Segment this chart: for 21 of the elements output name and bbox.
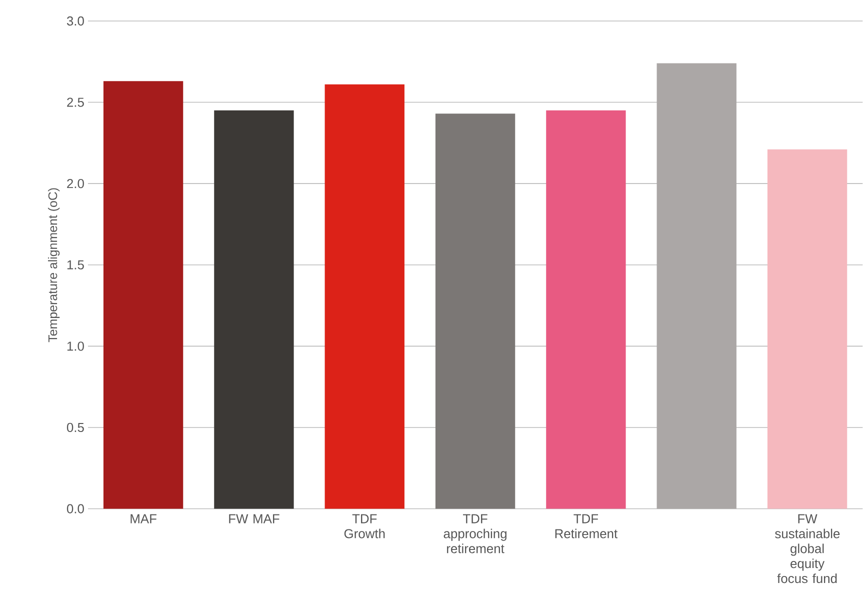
y-tick-label: 0.0 — [66, 504, 84, 514]
bar — [435, 114, 516, 509]
x-tick-label: TDF approching retirement — [444, 514, 506, 554]
y-tick-label: 2.0 — [67, 179, 84, 188]
x-tick-label: TDF Growth — [344, 514, 385, 538]
y-tick-label: 1.0 — [67, 342, 84, 351]
x-tick-label: FW MAF — [229, 514, 280, 524]
bar — [103, 81, 184, 509]
bar — [546, 110, 626, 509]
bar — [324, 84, 404, 509]
x-tick-label: MAF — [130, 514, 156, 524]
y-tick-label: 1.5 — [67, 260, 84, 270]
bar — [214, 110, 294, 509]
y-tick-label: 2.5 — [67, 98, 84, 108]
x-tick-label: TDF Retirement — [555, 514, 618, 538]
bar — [767, 150, 848, 509]
bar — [656, 63, 736, 509]
y-tick-label: 3.0 — [66, 16, 84, 26]
x-tick-label: FW sustainable global equity focus fund — [775, 514, 840, 584]
y-axis-title: Temperature alignment (oC) — [48, 188, 60, 342]
y-tick-label: 0.5 — [66, 423, 84, 432]
